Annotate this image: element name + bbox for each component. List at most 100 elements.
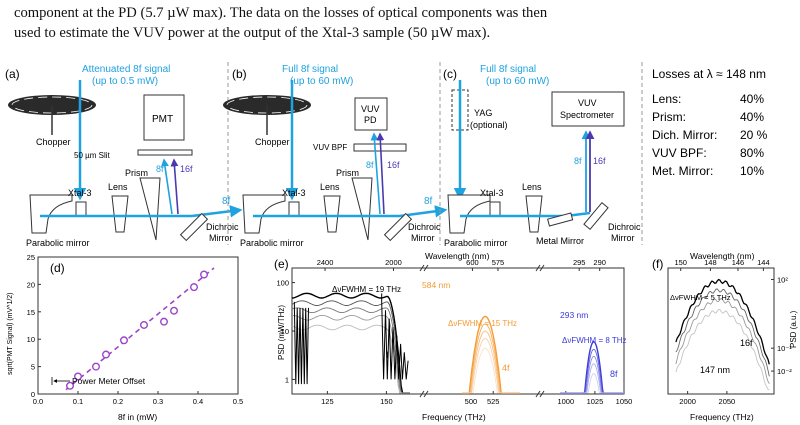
data-point bbox=[65, 381, 74, 390]
loss-name: Met. Mirror: bbox=[652, 164, 713, 178]
spectrum-16f bbox=[675, 309, 770, 391]
pmt-label: PMT bbox=[152, 114, 173, 125]
xtal-label: Xtal-3 bbox=[68, 188, 92, 198]
dichroic-label-1: Dichroic bbox=[206, 222, 239, 232]
label-8f: 8f bbox=[366, 160, 374, 170]
y-tick-label: 20 bbox=[27, 280, 35, 289]
y-tick-label: 5 bbox=[31, 363, 35, 372]
spectrum-f-noise bbox=[381, 293, 409, 380]
panel-f: (f) Wavelength (nm) 2000 2050 150 148 146 144… bbox=[652, 251, 798, 422]
ann-19thz: ΔνFWHM = 19 THz bbox=[332, 285, 401, 294]
top-tick-label: 290 bbox=[593, 258, 606, 267]
out-8f-label: 8f bbox=[222, 196, 231, 207]
loss-name: Prism: bbox=[652, 110, 686, 124]
lens bbox=[323, 195, 341, 233]
spectrum-16f bbox=[675, 278, 770, 365]
out-8f-label: 8f bbox=[424, 196, 433, 207]
f-y-title: PSD (a.u.) bbox=[789, 310, 798, 348]
top-tick-label: 600 bbox=[466, 258, 479, 267]
beam-16f-up bbox=[376, 132, 385, 215]
plot-d-frame bbox=[37, 256, 239, 395]
y-tick-label: 10 bbox=[281, 327, 289, 336]
fit-line bbox=[65, 267, 215, 391]
dichroic-label-1: Dichroic bbox=[408, 222, 441, 232]
e-x-title: Frequency (THz) bbox=[422, 412, 486, 422]
chopper-label: Chopper bbox=[255, 137, 290, 147]
top-tick-label: 2400 bbox=[317, 258, 334, 267]
x-tick-label: 0.1 bbox=[73, 397, 83, 406]
offset-label: Power Meter Offset bbox=[72, 376, 146, 386]
y-tick-label: 10 bbox=[27, 335, 35, 344]
top-tick-label: 575 bbox=[492, 258, 505, 267]
spectrometer-box bbox=[551, 91, 625, 127]
ann-15thz: ΔνFWHM = 15 THz bbox=[448, 319, 517, 328]
spectrum-f-edge bbox=[293, 301, 309, 385]
panel-b-signal-line1: Full 8f signal bbox=[282, 64, 338, 75]
x-tick-label: 125 bbox=[321, 397, 334, 406]
lens-label: Lens bbox=[108, 182, 128, 192]
slit-label: 50 µm Slit bbox=[74, 151, 111, 160]
prism bbox=[351, 177, 373, 241]
axis-break bbox=[535, 390, 541, 398]
data-point bbox=[199, 270, 208, 279]
panel-c-letter: (c) bbox=[443, 67, 457, 81]
parabolic-mirror bbox=[29, 194, 73, 234]
y-tick-label: 10² bbox=[777, 275, 788, 284]
spectrometer-label-2: Spectrometer bbox=[560, 110, 614, 120]
x-tick-label: 525 bbox=[487, 397, 500, 406]
slit bbox=[137, 149, 193, 156]
dichroic-mirror bbox=[383, 212, 413, 242]
panel-c-signal-line1: Full 8f signal bbox=[480, 64, 536, 75]
losses-table: Losses at λ ≈ 148 nm Lens: 40% Prism: 40% Di… bbox=[652, 67, 768, 178]
bpf-label: VUV BPF bbox=[313, 143, 347, 152]
data-point bbox=[139, 320, 148, 329]
paragraph: component at the PD (5.7 µW max). The da… bbox=[14, 3, 790, 43]
top-tick-label: 2000 bbox=[385, 258, 402, 267]
pmt-box bbox=[143, 94, 185, 141]
loss-name: VUV BPF: bbox=[652, 146, 707, 160]
panel-c: (c) Full 8f signal (up to 60 mW) YAG (op… bbox=[443, 64, 641, 248]
parabolic-label: Parabolic mirror bbox=[240, 238, 304, 248]
loss-value: 40% bbox=[740, 92, 764, 106]
axis-break bbox=[419, 390, 425, 398]
yag-label-1: YAG bbox=[474, 108, 492, 118]
label-16f: 16f bbox=[387, 160, 400, 170]
parabolic-mirror bbox=[242, 194, 286, 234]
panel-d: (d) 0.0 0.1 0.2 0.3 0.4 0.5 0 5 10 15 20 25 Power M… bbox=[7, 253, 243, 422]
x-tick-label: 150 bbox=[380, 397, 393, 406]
plot-d-ticks: 0.0 0.1 0.2 0.3 0.4 0.5 0 5 10 15 20 25 bbox=[27, 253, 244, 406]
label-16f: 16f bbox=[593, 156, 606, 166]
loss-name: Dich. Mirror: bbox=[652, 128, 717, 142]
loss-value: 80% bbox=[740, 146, 764, 160]
panel-a-letter: (a) bbox=[5, 67, 20, 81]
ann-8thz: ΔνFWHM = 8 THz bbox=[562, 336, 627, 345]
data-points bbox=[65, 270, 208, 390]
xtal-label: Xtal-3 bbox=[480, 188, 504, 198]
loss-value: 40% bbox=[740, 110, 764, 124]
spectrometer-label-1: VUV bbox=[578, 98, 597, 108]
y-tick-label: 25 bbox=[27, 253, 35, 262]
x-tick-label: 0.4 bbox=[193, 397, 203, 406]
data-point bbox=[119, 336, 128, 345]
panel-d-letter: (d) bbox=[50, 261, 65, 275]
ann-293nm: 293 nm bbox=[560, 310, 588, 320]
parabolic-mirror bbox=[447, 194, 491, 234]
chopper-wheel bbox=[223, 95, 311, 135]
axis-break bbox=[539, 264, 545, 272]
vuv-pd-label-1: VUV bbox=[361, 104, 380, 114]
label-f: f bbox=[386, 350, 389, 360]
spectrum-f bbox=[291, 324, 410, 394]
top-tick-label: 146 bbox=[732, 258, 745, 267]
yag-label-2: (optional) bbox=[470, 120, 508, 130]
prism-label: Prism bbox=[336, 168, 359, 178]
x-tick-label: 0.3 bbox=[153, 397, 163, 406]
prism-label: Prism bbox=[125, 168, 148, 178]
chopper-label: Chopper bbox=[36, 137, 71, 147]
top-tick-label: 144 bbox=[757, 258, 770, 267]
panel-b-letter: (b) bbox=[232, 67, 247, 81]
spectrum-8f bbox=[560, 341, 624, 394]
data-point bbox=[189, 283, 198, 292]
lens bbox=[111, 195, 129, 233]
panel-a-signal-line2: (up to 0.5 mW) bbox=[92, 76, 158, 87]
